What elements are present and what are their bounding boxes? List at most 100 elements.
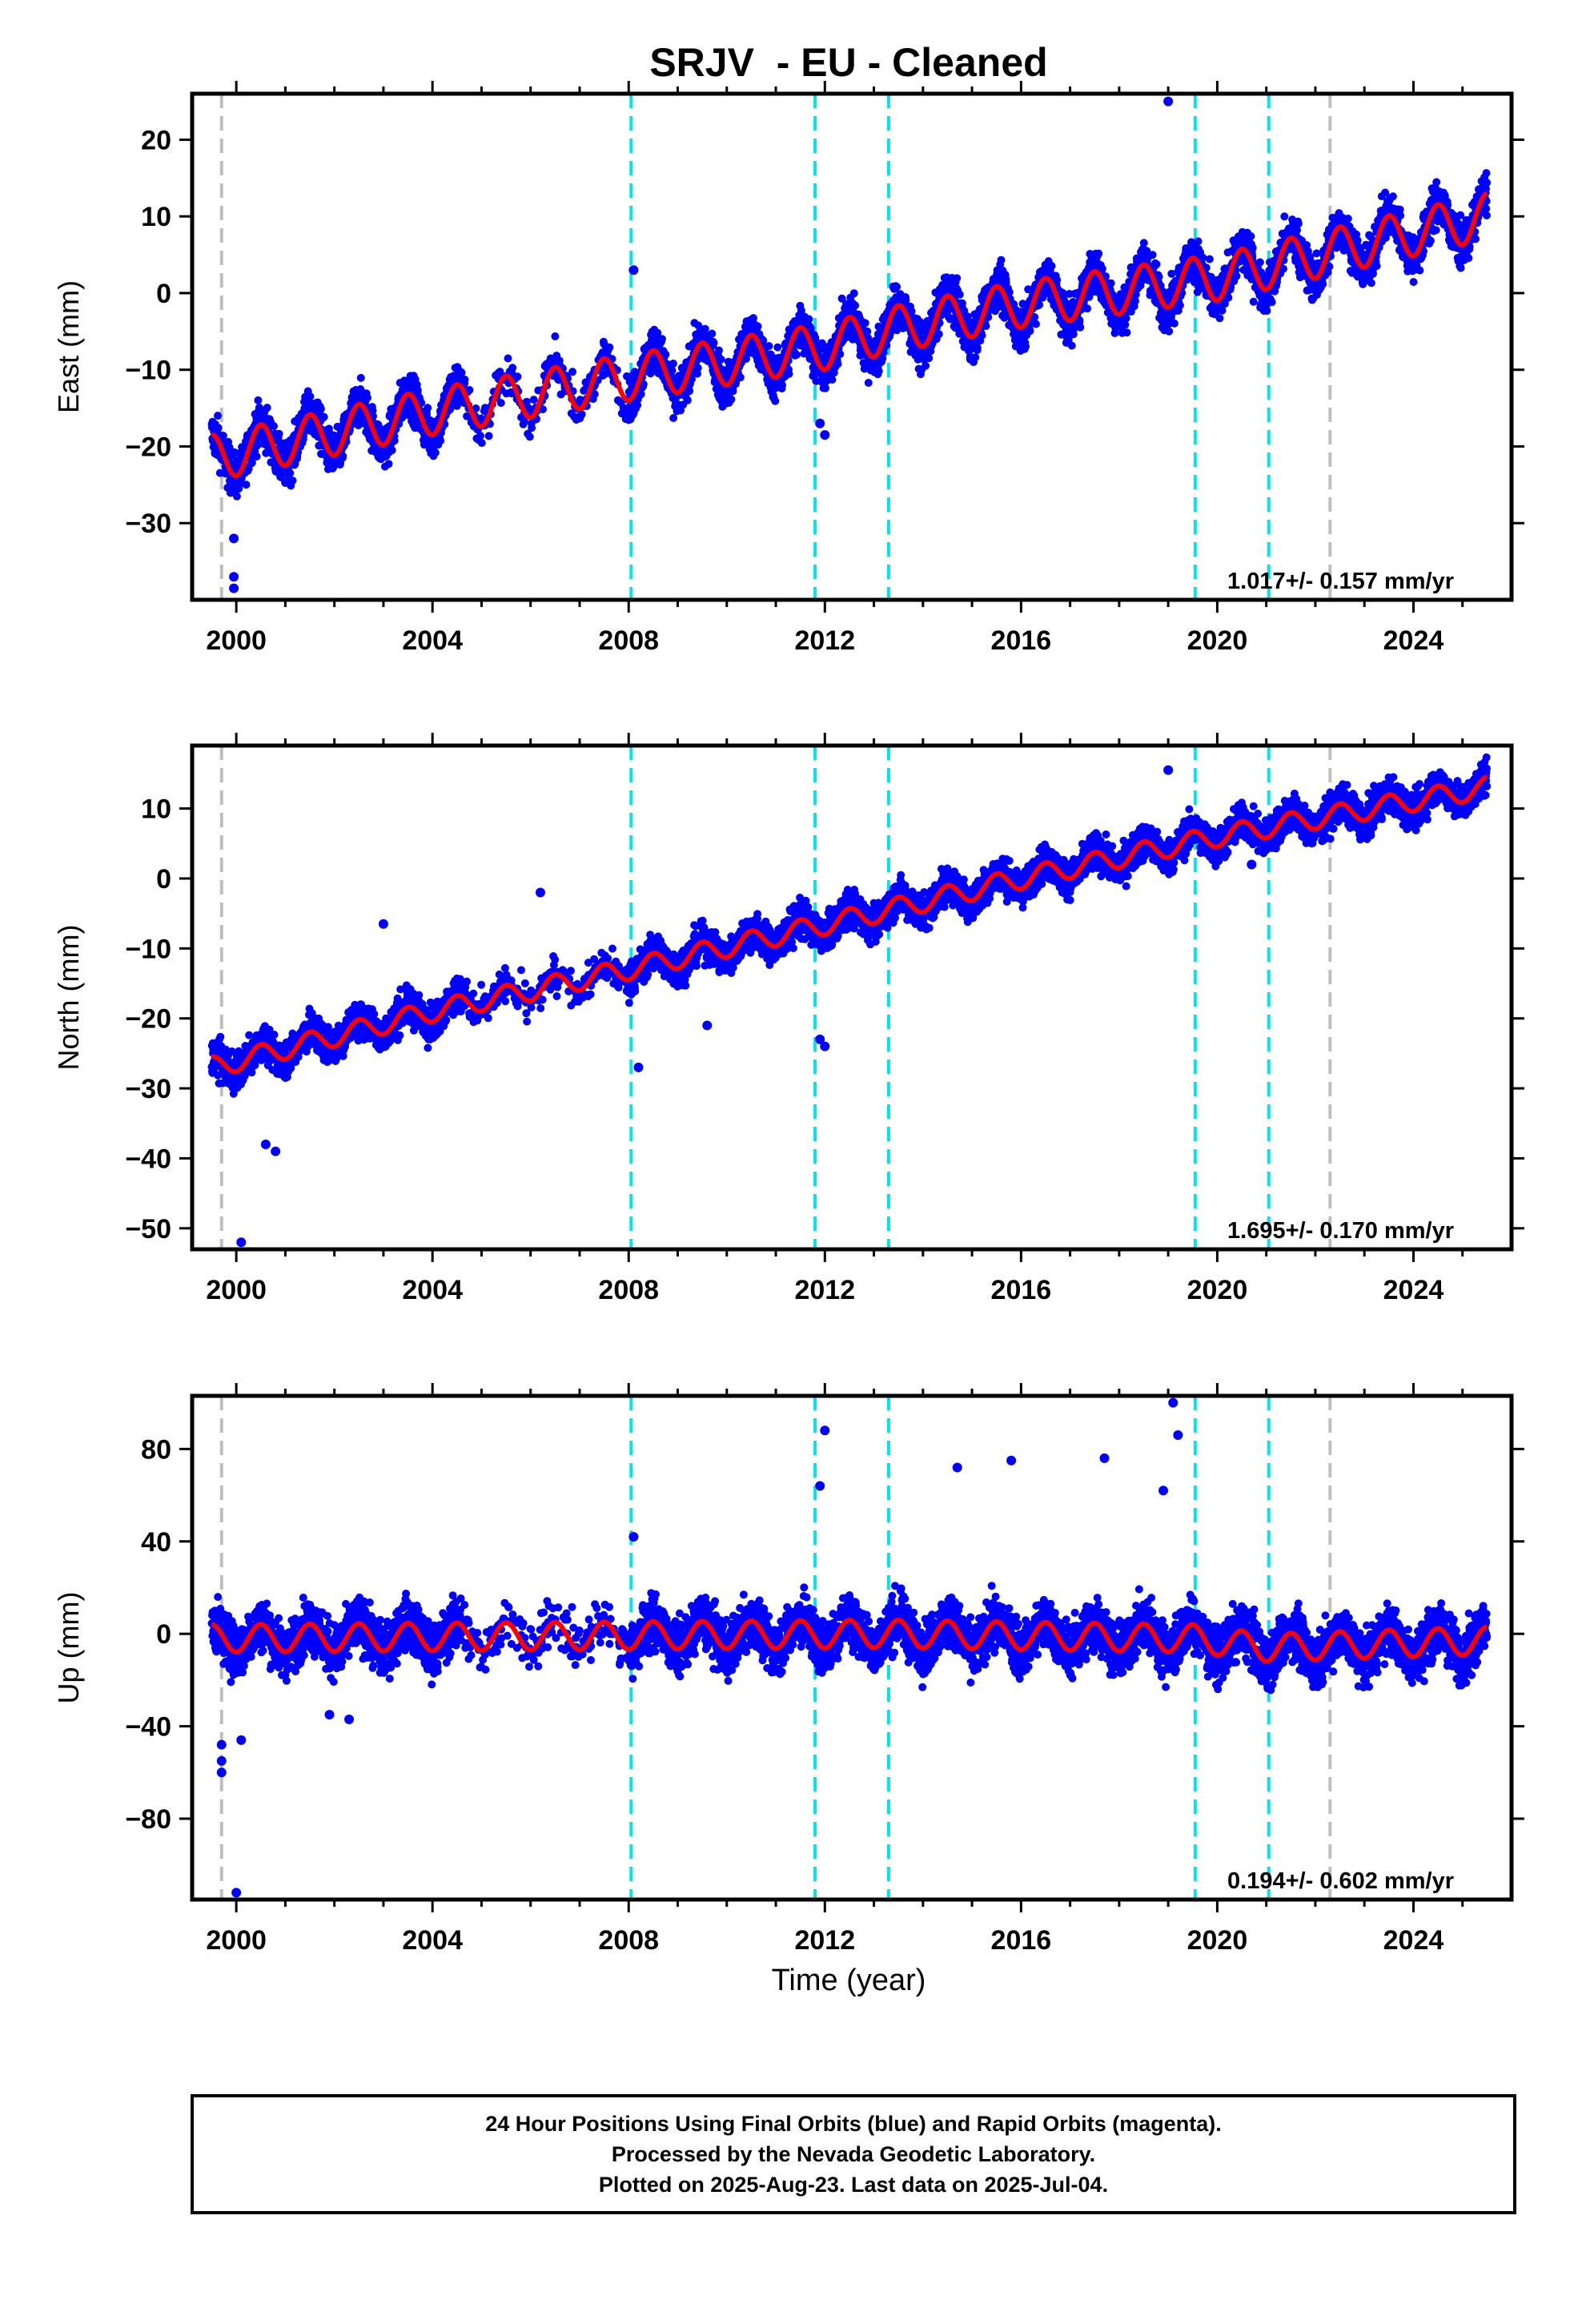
outlier-point	[633, 1062, 644, 1072]
position-points	[207, 1582, 1492, 1695]
caption-line-1: 24 Hour Positions Using Final Orbits (bl…	[485, 2112, 1222, 2136]
outlier-point	[216, 1755, 227, 1766]
position-points	[207, 753, 1492, 1098]
x-tick-label: 2008	[598, 1275, 659, 1305]
outlier-point	[628, 1532, 639, 1542]
outlier-point	[229, 572, 239, 582]
panel-north: 10 0 −10 −20 −30 −40 −50 North (mm) 2000 2004 2008…	[52, 733, 1524, 1305]
y-tick-label: −30	[125, 1074, 171, 1104]
x-tick-label: 2000	[206, 1275, 267, 1305]
x-tick-label: 2012	[794, 625, 855, 656]
outlier-point	[1158, 1486, 1169, 1496]
x-tick-label: 2004	[402, 1925, 463, 1956]
outlier-point	[1006, 1455, 1017, 1466]
model-curve	[211, 1618, 1488, 1664]
outlier-point	[820, 430, 830, 440]
x-axis-label: Time (year)	[772, 1964, 926, 1997]
outlier-point	[216, 1767, 227, 1778]
outlier-point	[1247, 859, 1257, 870]
plot-frame	[190, 1393, 1514, 1902]
outlier-point	[236, 1237, 247, 1248]
plot-area	[207, 746, 1492, 1249]
y-tick-label: 10	[141, 202, 171, 232]
y-tick-label: −10	[125, 356, 171, 386]
x-tick-label: 2008	[598, 625, 659, 656]
outlier-point	[344, 1714, 355, 1724]
outlier-point	[216, 1739, 227, 1750]
y-tick-label: −40	[125, 1712, 171, 1743]
y-tick-label: 20	[141, 125, 171, 155]
plot-area	[207, 94, 1492, 600]
outlier-point	[1168, 1397, 1178, 1408]
outlier-point	[702, 1020, 713, 1031]
caption-line-2: Processed by the Nevada Geodetic Laborat…	[611, 2142, 1096, 2166]
x-tick-label: 2008	[598, 1925, 659, 1956]
panel-up: 80 40 0 −40 −80 Up (mm) 2000 2004 2008 2012 2016 20…	[52, 1383, 1524, 1956]
plot-frame	[190, 743, 1514, 1252]
x-tick-label: 2000	[206, 1925, 267, 1956]
x-tick-label: 2016	[991, 1925, 1052, 1956]
outlier-point	[815, 1481, 825, 1491]
x-tick-label: 2016	[991, 625, 1052, 656]
y-tick-label: −80	[125, 1804, 171, 1835]
outlier-point	[236, 1735, 247, 1745]
outlier-point	[820, 1425, 830, 1436]
x-tick-label: 2020	[1187, 625, 1248, 656]
y-tick-label: 0	[156, 864, 171, 895]
outlier-point	[260, 1139, 271, 1149]
y-tick-label: −30	[125, 509, 171, 539]
outlier-point	[229, 533, 239, 544]
outlier-point	[229, 583, 239, 593]
outlier-point	[815, 1034, 825, 1044]
outlier-point	[378, 919, 388, 929]
y-tick-label: 0	[156, 1619, 171, 1650]
outlier-point	[952, 1462, 962, 1473]
y-tick-label: 10	[141, 794, 171, 825]
x-tick-label: 2024	[1383, 625, 1444, 656]
outlier-point	[324, 1710, 335, 1720]
outlier-point	[628, 265, 639, 275]
outlier-point	[815, 418, 825, 428]
y-tick-label: 40	[141, 1527, 171, 1558]
outlier-point	[820, 1041, 830, 1051]
outlier-point	[271, 1146, 281, 1156]
rate-annotation: 0.194+/- 0.602 mm/yr	[1227, 1868, 1454, 1894]
outlier-point	[1099, 1453, 1110, 1463]
position-points	[207, 169, 1492, 501]
x-tick-label: 2000	[206, 625, 267, 656]
outlier-point	[231, 1888, 242, 1898]
rate-annotation: 1.017+/- 0.157 mm/yr	[1227, 569, 1454, 594]
x-tick-label: 2016	[991, 1275, 1052, 1305]
x-tick-label: 2020	[1187, 1925, 1248, 1956]
outlier-point	[535, 887, 545, 898]
y-tick-label: 0	[156, 279, 171, 309]
y-tick-label: −40	[125, 1144, 171, 1174]
outlier-point	[1173, 1430, 1183, 1441]
caption-box: 24 Hour Positions Using Final Orbits (bl…	[191, 2094, 1516, 2214]
rate-annotation: 1.695+/- 0.170 mm/yr	[1227, 1218, 1454, 1244]
plot-frame	[190, 91, 1514, 602]
model-curve	[211, 774, 1488, 1075]
y-tick-label: −20	[125, 1004, 171, 1035]
panel-east: 20 10 0 −10 −20 −30 East (mm) 2000 2004 2008 2012 2…	[52, 81, 1524, 656]
x-tick-label: 2004	[402, 625, 463, 656]
x-tick-label: 2004	[402, 1275, 463, 1305]
x-tick-label: 2024	[1383, 1925, 1444, 1956]
y-tick-label: 80	[141, 1434, 171, 1465]
x-tick-label: 2012	[794, 1275, 855, 1305]
model-curve	[211, 191, 1488, 479]
y-axis-label: Up (mm)	[52, 1592, 85, 1704]
y-axis-label: North (mm)	[52, 925, 85, 1071]
plot-area	[207, 1396, 1492, 1900]
outlier-point	[1163, 96, 1174, 107]
y-tick-label: −50	[125, 1214, 171, 1244]
outlier-point	[1163, 765, 1174, 775]
y-tick-label: −20	[125, 432, 171, 462]
y-axis-label: East (mm)	[52, 280, 85, 413]
y-tick-label: −10	[125, 934, 171, 964]
caption-line-3: Plotted on 2025-Aug-23. Last data on 202…	[598, 2173, 1109, 2197]
x-tick-label: 2020	[1187, 1275, 1248, 1305]
x-tick-label: 2012	[794, 1925, 855, 1956]
gps-timeseries-figure: SRJV - EU - Cleaned 20 10 0 −10 −20 −30 East (…	[52, 40, 1524, 1997]
x-tick-label: 2024	[1383, 1275, 1444, 1305]
